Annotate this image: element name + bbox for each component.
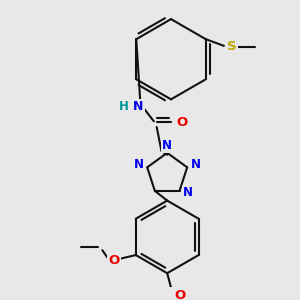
Text: O: O	[174, 289, 185, 300]
Text: O: O	[176, 116, 187, 129]
Text: S: S	[227, 40, 236, 53]
Text: H: H	[119, 100, 129, 113]
Text: N: N	[133, 100, 144, 113]
Text: N: N	[183, 186, 193, 199]
Text: N: N	[191, 158, 201, 171]
Text: N: N	[134, 158, 144, 171]
Text: N: N	[162, 139, 172, 152]
Text: O: O	[108, 254, 119, 267]
